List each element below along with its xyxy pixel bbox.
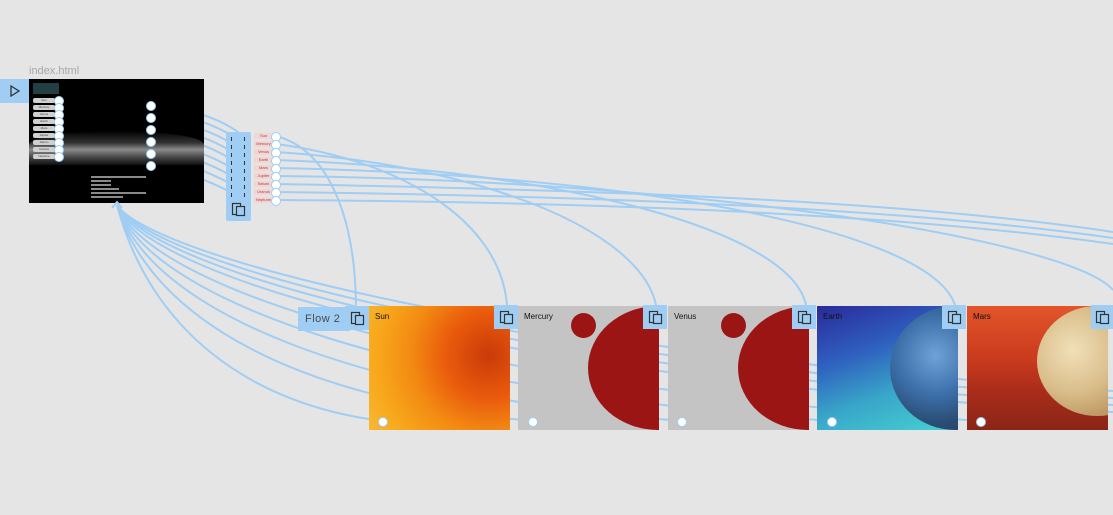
connection-port[interactable] [146, 161, 156, 171]
card-copy-button[interactable] [792, 305, 816, 329]
copy-frame-icon [648, 310, 662, 324]
hub-link-label: Jupiter [254, 173, 273, 179]
connection-port[interactable] [146, 137, 156, 147]
flow-label[interactable]: Flow 2 [298, 307, 350, 331]
card-copy-button[interactable] [494, 305, 518, 329]
preview-nav-item: Mercury [33, 105, 55, 110]
hub-link-label: Mercury [254, 141, 273, 147]
card-mercury[interactable]: Mercury [518, 306, 659, 430]
card-copy-button[interactable] [643, 305, 667, 329]
preview-text-line [91, 180, 111, 182]
hub-link-label: Uranus [254, 189, 273, 195]
connection-port[interactable] [54, 152, 64, 162]
card-title: Earth [823, 312, 843, 321]
card-copy-button[interactable] [345, 306, 369, 330]
page-preview-thumbnail[interactable]: Sun Mercury Venus Earth Mars Jupiter Sat… [29, 79, 204, 203]
hub-link-label: Neptune [254, 197, 273, 203]
hub-link-label: Venus [254, 149, 273, 155]
card-title: Venus [674, 312, 697, 321]
preview-nav-item: Mars [33, 126, 55, 131]
preview-text-line [91, 188, 119, 190]
connection-port[interactable] [146, 149, 156, 159]
copy-frame-icon [499, 310, 513, 324]
connection-port[interactable] [146, 125, 156, 135]
play-icon [9, 85, 20, 97]
link-marker-icon [231, 169, 245, 173]
preview-nav-item: Venus [33, 112, 55, 117]
hub-link-label: Mars [254, 165, 273, 171]
card-title: Mars [973, 312, 991, 321]
connection-port[interactable] [271, 196, 281, 206]
preview-nav-item: Sun [33, 98, 55, 103]
preview-nav-item: Saturn [33, 140, 55, 145]
copy-frame-icon[interactable] [231, 202, 246, 217]
link-marker-icon [231, 177, 245, 181]
card-earth[interactable]: Earth [817, 306, 958, 430]
link-marker-icon [231, 161, 245, 165]
copy-frame-icon [947, 310, 961, 324]
card-venus[interactable]: Venus [668, 306, 809, 430]
connection-port[interactable] [146, 113, 156, 123]
connection-port[interactable] [146, 101, 156, 111]
preview-header-block [33, 83, 59, 94]
link-marker-icon [231, 145, 245, 149]
small-circle-shape [721, 313, 746, 338]
preview-nav-item: Jupiter [33, 133, 55, 138]
preview-nav-item: Earth [33, 119, 55, 124]
file-name-label: index.html [29, 65, 80, 77]
connection-port[interactable] [528, 417, 538, 427]
copy-frame-icon [797, 310, 811, 324]
connection-port[interactable] [677, 417, 687, 427]
preview-text-line [91, 184, 111, 186]
connection-port[interactable] [378, 417, 388, 427]
chevron-up-icon [111, 200, 123, 209]
card-title: Mercury [524, 312, 553, 321]
copy-frame-icon [1095, 310, 1109, 324]
preview-nav-item: Uranus [33, 147, 55, 152]
connection-port[interactable] [827, 417, 837, 427]
card-copy-button[interactable] [1091, 305, 1113, 329]
preview-text-line [91, 192, 146, 194]
link-marker-icon [231, 153, 245, 157]
small-circle-shape [571, 313, 596, 338]
card-sun[interactable]: Sun [369, 306, 510, 430]
preview-text-line [91, 176, 146, 178]
hub-link-label: Earth [254, 157, 273, 163]
card-title: Sun [375, 312, 390, 321]
hub-link-label: Sun [254, 133, 273, 139]
card-copy-button[interactable] [942, 305, 966, 329]
play-button[interactable] [0, 79, 29, 103]
link-marker-icon [231, 137, 245, 141]
link-marker-icon [231, 185, 245, 189]
hub-link-label: Saturn [254, 181, 273, 187]
card-mars[interactable]: Mars [967, 306, 1108, 430]
preview-nav-item: Neptune [33, 154, 55, 159]
copy-frame-icon [350, 311, 364, 325]
navigation-hub-node[interactable] [226, 132, 251, 221]
preview-text-line [91, 196, 123, 198]
connection-port[interactable] [976, 417, 986, 427]
link-marker-icon [231, 193, 245, 197]
